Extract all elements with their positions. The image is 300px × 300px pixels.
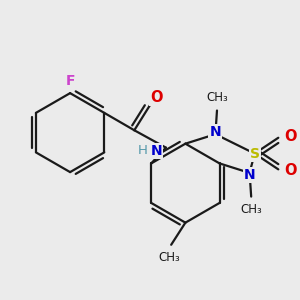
Text: H: H bbox=[137, 144, 147, 157]
Text: O: O bbox=[285, 164, 297, 178]
Text: O: O bbox=[285, 129, 297, 144]
Text: N: N bbox=[244, 168, 255, 182]
Text: S: S bbox=[250, 147, 260, 160]
Text: CH₃: CH₃ bbox=[159, 251, 181, 264]
Text: N: N bbox=[210, 125, 221, 139]
Text: CH₃: CH₃ bbox=[240, 203, 262, 216]
Text: F: F bbox=[65, 74, 75, 88]
Text: O: O bbox=[150, 90, 163, 105]
Text: N: N bbox=[151, 144, 162, 158]
Text: CH₃: CH₃ bbox=[206, 92, 228, 104]
